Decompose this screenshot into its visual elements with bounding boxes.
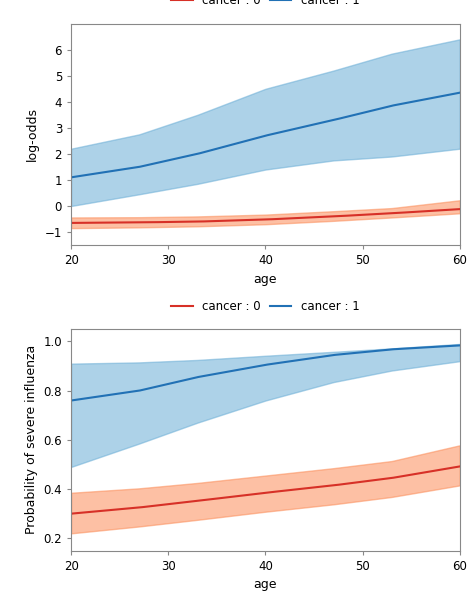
Y-axis label: Probability of severe influenza: Probability of severe influenza [25, 345, 38, 535]
X-axis label: age: age [254, 578, 277, 591]
Legend: cancer : 0, cancer : 1: cancer : 0, cancer : 1 [167, 0, 364, 12]
Y-axis label: log-odds: log-odds [26, 107, 39, 162]
Legend: cancer : 0, cancer : 1: cancer : 0, cancer : 1 [167, 295, 364, 318]
X-axis label: age: age [254, 273, 277, 286]
